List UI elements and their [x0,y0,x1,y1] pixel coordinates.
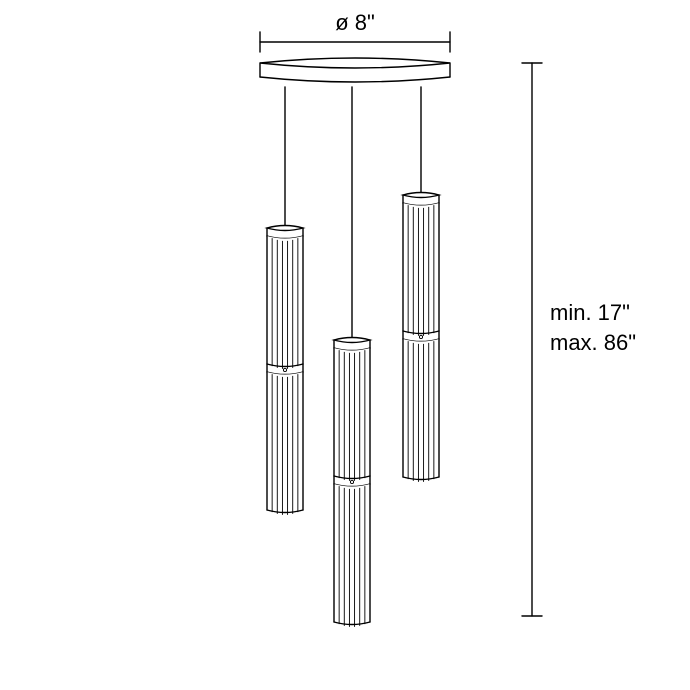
pendant-front-left [267,87,303,515]
pendant-back-right [403,87,439,482]
canopy-diameter-label: ø 8" [335,10,375,35]
pendant-front-center [334,87,370,627]
height-min-label: min. 17" [550,300,630,325]
height-max-label: max. 86" [550,330,636,355]
pendant-dimension-diagram: ø 8" min. 17" max. 86" [0,0,690,690]
